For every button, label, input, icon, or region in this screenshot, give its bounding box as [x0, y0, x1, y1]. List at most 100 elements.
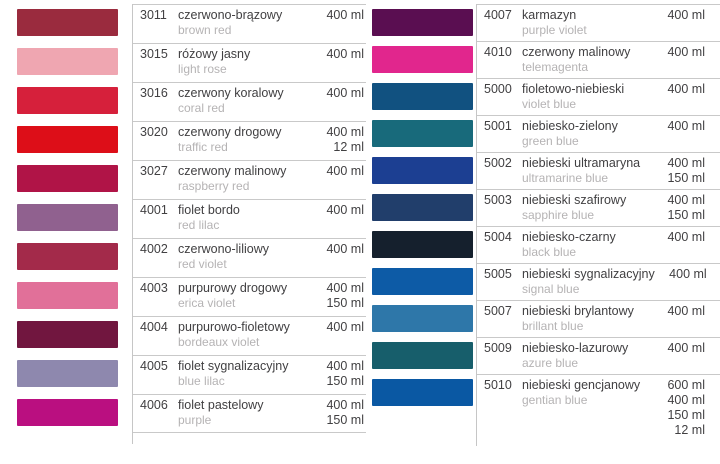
color-names: czerwony malinowy raspberry red	[178, 164, 312, 199]
color-code: 5003	[484, 193, 512, 207]
color-swatch	[372, 157, 473, 184]
row-content: 4006 fiolet pastelowy purple 400 ml 150 m…	[132, 394, 366, 433]
color-name-english: purple violet	[522, 23, 587, 37]
row-content: 5005 niebieski sygnalizacyjny signal blu…	[476, 263, 720, 300]
swatch-cell	[366, 300, 476, 337]
volume-value: 400 ml	[667, 193, 705, 207]
swatch-cell	[366, 78, 476, 115]
swatch-cell	[366, 374, 476, 442]
color-row: 5007 niebieski brylantowy brillant blue …	[366, 300, 720, 337]
volume-value: 400 ml	[326, 359, 364, 373]
row-content: 5007 niebieski brylantowy brillant blue …	[476, 300, 720, 337]
row-content: 4003 purpurowy drogowy erica violet 400 …	[132, 277, 366, 316]
volume-list: 600 ml 400 ml 150 ml 12 ml	[653, 378, 705, 442]
color-name-polish: czerwono-liliowy	[178, 242, 269, 256]
color-name-english: black blue	[522, 245, 577, 259]
color-names: purpurowo-fioletowy bordeaux violet	[178, 320, 312, 355]
row-content: 3016 czerwony koralowy coral red 400 ml	[132, 82, 366, 121]
volume-list: 400 ml 150 ml	[312, 398, 364, 432]
color-name-polish: niebieski ultramaryna	[522, 156, 641, 170]
volume-value: 150 ml	[326, 374, 364, 388]
volume-value: 400 ml	[326, 86, 364, 100]
color-swatch	[372, 342, 473, 369]
swatch-cell	[366, 263, 476, 300]
volume-value: 400 ml	[667, 304, 705, 318]
volume-value: 150 ml	[326, 296, 364, 310]
color-name-polish: karmazyn	[522, 8, 577, 22]
color-swatch	[17, 48, 118, 75]
color-name-polish: niebieski szafirowy	[522, 193, 627, 207]
color-name-english: gentian blue	[522, 393, 588, 407]
swatch-cell	[0, 316, 132, 355]
volume-value: 150 ml	[667, 208, 705, 222]
color-code: 4005	[140, 359, 168, 373]
color-swatch	[17, 282, 118, 309]
color-code: 4006	[140, 398, 168, 412]
color-swatch	[372, 120, 473, 147]
volume-list: 400 ml 150 ml	[653, 193, 705, 226]
color-row: 3020 czerwony drogowy traffic red 400 ml…	[0, 121, 366, 160]
swatch-cell	[366, 41, 476, 78]
row-content: 3015 różowy jasny light rose 400 ml	[132, 43, 366, 82]
color-code: 4003	[140, 281, 168, 295]
volume-list: 400 ml 150 ml	[312, 359, 364, 394]
volume-list: 400 ml	[312, 8, 364, 43]
volume-value: 400 ml	[326, 164, 364, 178]
color-names: purpurowy drogowy erica violet	[178, 281, 312, 316]
divider-line	[132, 4, 133, 444]
color-row: 5000 fioletowo-niebieski violet blue 400…	[366, 78, 720, 115]
swatch-cell	[0, 355, 132, 394]
color-row: 5004 niebiesko-czarny black blue 400 ml	[366, 226, 720, 263]
volume-value: 400 ml	[667, 8, 705, 22]
volume-value: 150 ml	[326, 413, 364, 427]
color-names: niebieski szafirowy sapphire blue	[522, 193, 653, 226]
row-content: 3020 czerwony drogowy traffic red 400 ml…	[132, 121, 366, 160]
color-row: 3015 różowy jasny light rose 400 ml	[0, 43, 366, 82]
row-content: 5003 niebieski szafirowy sapphire blue 4…	[476, 189, 720, 226]
color-names: czerwony drogowy traffic red	[178, 125, 312, 160]
color-code: 4010	[484, 45, 512, 59]
color-code: 4002	[140, 242, 168, 256]
color-swatch	[17, 204, 118, 231]
color-name-polish: fiolet pastelowy	[178, 398, 264, 412]
color-name-polish: niebieski sygnalizacyjny	[522, 267, 655, 281]
swatch-cell	[0, 394, 132, 433]
swatch-cell	[0, 238, 132, 277]
row-content: 4002 czerwono-liliowy red violet 400 ml	[132, 238, 366, 277]
color-swatch	[17, 360, 118, 387]
volume-value: 400 ml	[326, 320, 364, 334]
row-content: 4010 czerwony malinowy telemagenta 400 m…	[476, 41, 720, 78]
volume-value: 400 ml	[326, 8, 364, 22]
color-name-polish: niebiesko-lazurowy	[522, 341, 629, 355]
color-row: 4001 fiolet bordo red lilac 400 ml	[0, 199, 366, 238]
swatch-cell	[0, 121, 132, 160]
color-name-polish: niebiesko-zielony	[522, 119, 618, 133]
color-row: 4010 czerwony malinowy telemagenta 400 m…	[366, 41, 720, 78]
color-swatch	[17, 243, 118, 270]
color-name-english: brillant blue	[522, 319, 584, 333]
swatch-cell	[366, 152, 476, 189]
color-row: 4004 purpurowo-fioletowy bordeaux violet…	[0, 316, 366, 355]
color-code: 4004	[140, 320, 168, 334]
color-name-polish: niebieski gencjanowy	[522, 378, 641, 392]
color-row: 5005 niebieski sygnalizacyjny signal blu…	[366, 263, 720, 300]
color-swatch	[372, 268, 473, 295]
color-name-polish: fiolet bordo	[178, 203, 240, 217]
color-name-english: coral red	[178, 101, 225, 115]
volume-value: 400 ml	[667, 341, 705, 355]
color-names: fiolet pastelowy purple	[178, 398, 312, 432]
color-row: 3016 czerwony koralowy coral red 400 ml	[0, 82, 366, 121]
color-code: 5010	[484, 378, 512, 392]
color-name-english: violet blue	[522, 97, 577, 111]
color-name-polish: czerwono-brązowy	[178, 8, 283, 22]
color-names: niebieski ultramaryna ultramarine blue	[522, 156, 653, 189]
color-name-polish: różowy jasny	[178, 47, 251, 61]
color-row: 5010 niebieski gencjanowy gentian blue 6…	[366, 374, 720, 442]
color-name-english: ultramarine blue	[522, 171, 609, 185]
swatch-cell	[0, 43, 132, 82]
color-swatch	[372, 379, 473, 406]
color-names: fiolet bordo red lilac	[178, 203, 312, 238]
color-row: 4003 purpurowy drogowy erica violet 400 …	[0, 277, 366, 316]
swatch-cell	[366, 4, 476, 41]
